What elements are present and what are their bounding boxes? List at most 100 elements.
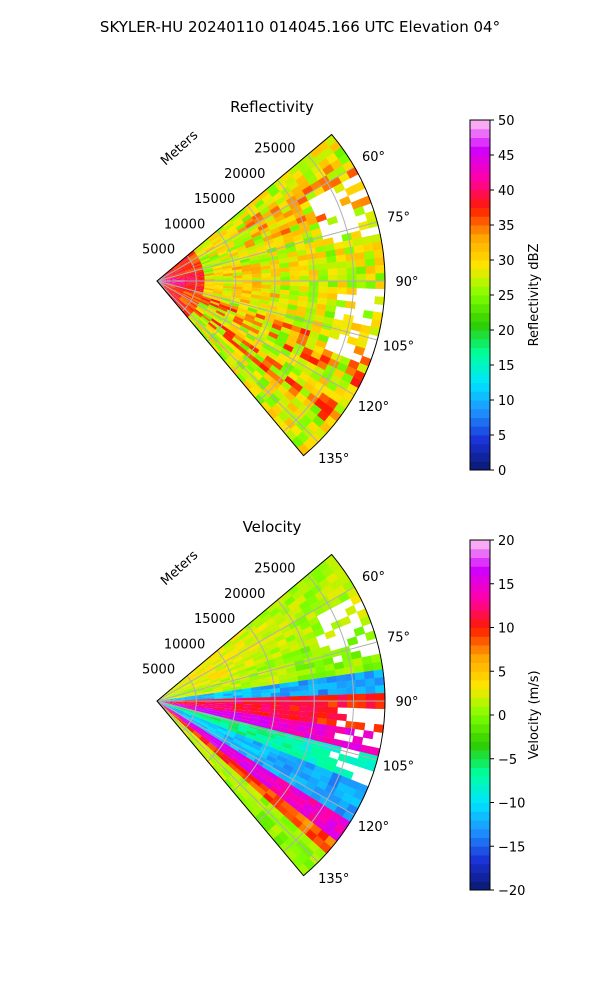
field-cell <box>254 618 265 629</box>
field-cell <box>188 674 198 681</box>
field-cell <box>207 669 218 677</box>
field-cell <box>213 701 224 704</box>
field-cell <box>191 296 201 303</box>
field-cell <box>281 742 293 750</box>
azimuth-spoke <box>156 221 378 282</box>
field-cell <box>314 309 326 317</box>
field-cell <box>279 713 290 720</box>
field-cell <box>165 271 175 277</box>
field-cell <box>256 309 267 317</box>
field-cell <box>336 713 347 722</box>
field-cell <box>306 174 319 186</box>
colorbar-tick-label: −5 <box>498 753 517 768</box>
field-cell <box>203 707 214 712</box>
field-cell <box>229 213 240 223</box>
field-cell <box>247 330 259 339</box>
colorbar-step <box>470 872 490 882</box>
field-cell <box>184 271 195 276</box>
field-cell <box>275 356 287 367</box>
field-cell <box>321 403 335 416</box>
field-cell <box>272 835 285 847</box>
colorbar-step <box>470 260 490 270</box>
field-cell <box>215 645 225 655</box>
colorbar-step <box>470 330 490 340</box>
field-cell <box>307 355 320 367</box>
colorbar-step <box>470 785 490 795</box>
field-cell <box>234 768 245 778</box>
field-cell <box>221 319 232 327</box>
field-cell <box>194 274 205 278</box>
field-cell <box>222 265 233 270</box>
field-cell <box>269 327 281 336</box>
field-cell <box>183 686 194 692</box>
field-cell <box>276 755 288 764</box>
field-cell <box>165 284 175 289</box>
field-cell <box>213 704 224 709</box>
field-cell <box>189 298 200 305</box>
field-cell <box>346 694 357 702</box>
field-cell <box>338 591 351 604</box>
field-cell <box>318 286 329 294</box>
field-cell <box>232 318 243 326</box>
field-cell <box>269 784 281 795</box>
field-cell <box>188 721 198 728</box>
field-cell <box>232 350 243 361</box>
field-cell <box>318 175 331 187</box>
field-cell <box>209 675 220 682</box>
field-cell <box>286 401 299 414</box>
field-cell <box>334 165 347 177</box>
field-cell <box>291 169 304 181</box>
field-cell <box>295 594 308 606</box>
field-cell <box>166 698 177 701</box>
field-cell <box>317 683 328 690</box>
field-cell <box>164 269 174 276</box>
field-cell <box>242 691 253 696</box>
colorbar-step <box>470 338 490 348</box>
field-cell <box>316 409 330 422</box>
field-cell <box>290 185 303 196</box>
field-cell <box>327 701 338 708</box>
field-cell <box>185 275 196 279</box>
field-cell <box>206 307 217 315</box>
field-cell <box>192 684 203 690</box>
field-cell <box>262 792 274 804</box>
field-cell <box>280 696 291 702</box>
field-cell <box>261 281 272 286</box>
field-cell <box>192 683 203 689</box>
field-cell <box>165 274 176 279</box>
field-cell <box>264 238 275 246</box>
field-cell <box>201 239 212 248</box>
field-cell <box>362 730 374 740</box>
field-cell <box>334 247 346 257</box>
field-cell <box>344 605 358 617</box>
field-cell <box>175 275 186 279</box>
field-cell <box>259 766 271 776</box>
field-cell <box>212 267 223 272</box>
field-cell <box>182 713 192 720</box>
field-cell <box>302 572 315 585</box>
field-cell <box>242 379 253 391</box>
field-cell <box>220 719 231 725</box>
field-cell <box>296 195 309 206</box>
field-cell <box>193 266 204 271</box>
field-cell <box>236 730 247 737</box>
field-cell <box>322 583 335 596</box>
field-cell <box>174 271 185 276</box>
field-cell <box>184 706 195 711</box>
field-cell <box>196 306 206 314</box>
field-cell <box>219 674 230 681</box>
field-cell <box>200 257 211 264</box>
field-cell <box>185 274 196 278</box>
field-cell <box>165 273 176 278</box>
field-cell <box>210 318 221 326</box>
field-cell <box>246 665 257 672</box>
field-cell <box>216 325 227 334</box>
field-cell <box>255 754 267 764</box>
field-cell <box>171 293 180 301</box>
field-cell <box>175 704 186 709</box>
colorbar-step <box>470 548 490 558</box>
field-cell <box>218 252 229 259</box>
field-cell <box>214 662 225 670</box>
field-cell <box>280 170 293 182</box>
field-cell <box>350 650 362 660</box>
